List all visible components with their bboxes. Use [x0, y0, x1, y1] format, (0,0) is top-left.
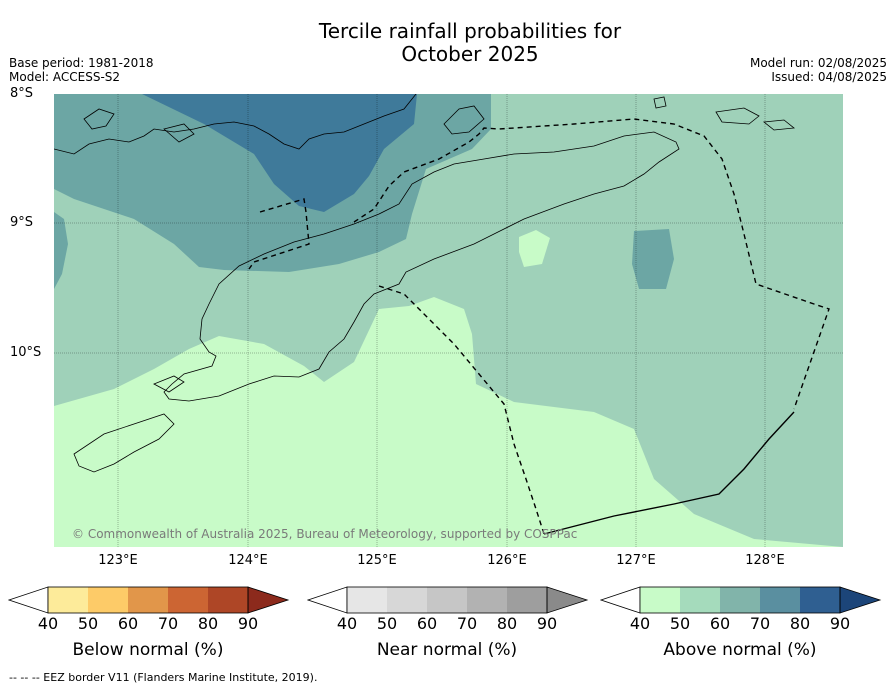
- cbar-below-tick-80: 80: [197, 614, 219, 633]
- cbar-below-tick-60: 60: [117, 614, 139, 633]
- cbar-below-tick-40: 40: [37, 614, 59, 633]
- cbar-above-tick-70: 70: [749, 614, 771, 633]
- rote-coast: [153, 375, 185, 393]
- cbar-near-tick-70: 70: [456, 614, 478, 633]
- cbar-near-tick-80: 80: [496, 614, 518, 633]
- cbar-above-70-80: [760, 587, 800, 613]
- lat-label-8s: 8°S: [10, 86, 34, 101]
- cbar-near-tick-50: 50: [376, 614, 398, 633]
- cbar-below-over: [247, 586, 290, 614]
- issued-text: Issued: 04/08/2025: [771, 70, 887, 84]
- zone-above-40-50: [54, 297, 843, 547]
- cbar-near-title: Near normal (%): [376, 640, 518, 660]
- cbar-near-80-90: [507, 587, 547, 613]
- copyright-text: © Commonwealth of Australia 2025, Bureau…: [72, 527, 577, 541]
- cbar-near-50-60: [387, 587, 427, 613]
- base-period-text: Base period: 1981-2018: [9, 56, 154, 70]
- cbar-below-tick-70: 70: [157, 614, 179, 633]
- cbar-near-tick-60: 60: [416, 614, 438, 633]
- eez-footnote: -- -- -- EEZ border V11 (Flanders Marine…: [9, 671, 318, 684]
- lon-label-124e: 124°E: [228, 553, 268, 568]
- cbar-below-50-60: [88, 587, 128, 613]
- cbar-below-under: [8, 586, 49, 614]
- island-outline-1: [83, 108, 115, 130]
- graticule: [54, 94, 843, 547]
- lon-label-126e: 126°E: [487, 553, 527, 568]
- island-outline-6: [762, 119, 796, 131]
- zone-above-60-70-west: [54, 212, 68, 289]
- cbar-above-under: [600, 586, 641, 614]
- cbar-below-title: Below normal (%): [72, 640, 224, 660]
- cbar-above-80-90: [800, 587, 840, 613]
- cbar-near-40-50: [347, 587, 387, 613]
- lon-label-123e: 123°E: [98, 553, 138, 568]
- cbar-above-over: [839, 586, 882, 614]
- cbar-above-50-60: [680, 587, 720, 613]
- cbar-below-tick-50: 50: [77, 614, 99, 633]
- cbar-above-tick-90: 90: [829, 614, 851, 633]
- cbar-above-tick-50: 50: [669, 614, 691, 633]
- model-run-text: Model run: 02/08/2025: [749, 56, 887, 70]
- cbar-near-tick-40: 40: [336, 614, 358, 633]
- cbar-above-tick-80: 80: [789, 614, 811, 633]
- zone-above-70-80: [142, 94, 417, 212]
- cbar-near-70-80: [467, 587, 507, 613]
- lat-label-10s: 10°S: [10, 345, 42, 360]
- cbar-near-over: [546, 586, 589, 614]
- cbar-above-title: Above normal (%): [663, 640, 817, 660]
- sumba-coast: [73, 413, 175, 473]
- map-title-line1: Tercile rainfall probabilities for: [318, 19, 622, 43]
- zone-above-60-70-east: [632, 229, 674, 289]
- lat-label-9s: 9°S: [10, 215, 34, 230]
- cbar-above-tick-40: 40: [629, 614, 651, 633]
- lon-label-125e: 125°E: [357, 553, 397, 568]
- cbar-above-tick-60: 60: [709, 614, 731, 633]
- lon-label-127e: 127°E: [616, 553, 656, 568]
- colorbar-near-normal: [307, 586, 589, 614]
- island-outline-2: [163, 123, 195, 143]
- cbar-below-tick-90: 90: [237, 614, 259, 633]
- cbar-below-40-50: [48, 587, 88, 613]
- probability-map: © Commonwealth of Australia 2025, Bureau…: [54, 94, 843, 547]
- timor-coast: [163, 131, 680, 402]
- cbar-near-tick-90: 90: [536, 614, 558, 633]
- colorbar-above-normal: [600, 586, 882, 614]
- island-outline-5: [715, 107, 760, 125]
- island-outline-3: [443, 105, 485, 135]
- eez-border-solid: [543, 411, 795, 535]
- model-text: Model: ACCESS-S2: [9, 70, 121, 84]
- cbar-below-70-80: [168, 587, 208, 613]
- island-outline-4: [653, 96, 667, 109]
- colorbar-below-normal: [8, 586, 290, 614]
- zone-above-40-50-patch: [519, 230, 550, 267]
- cbar-near-under: [307, 586, 348, 614]
- cbar-near-60-70: [427, 587, 467, 613]
- map-title-line2: October 2025: [401, 42, 539, 66]
- north-islands-coast: [54, 94, 417, 155]
- cbar-below-80-90: [208, 587, 248, 613]
- coastlines: [54, 94, 796, 473]
- cbar-below-60-70: [128, 587, 168, 613]
- lon-label-128e: 128°E: [745, 553, 785, 568]
- eez-border: [248, 118, 830, 535]
- cbar-above-60-70: [720, 587, 760, 613]
- cbar-above-40-50: [640, 587, 680, 613]
